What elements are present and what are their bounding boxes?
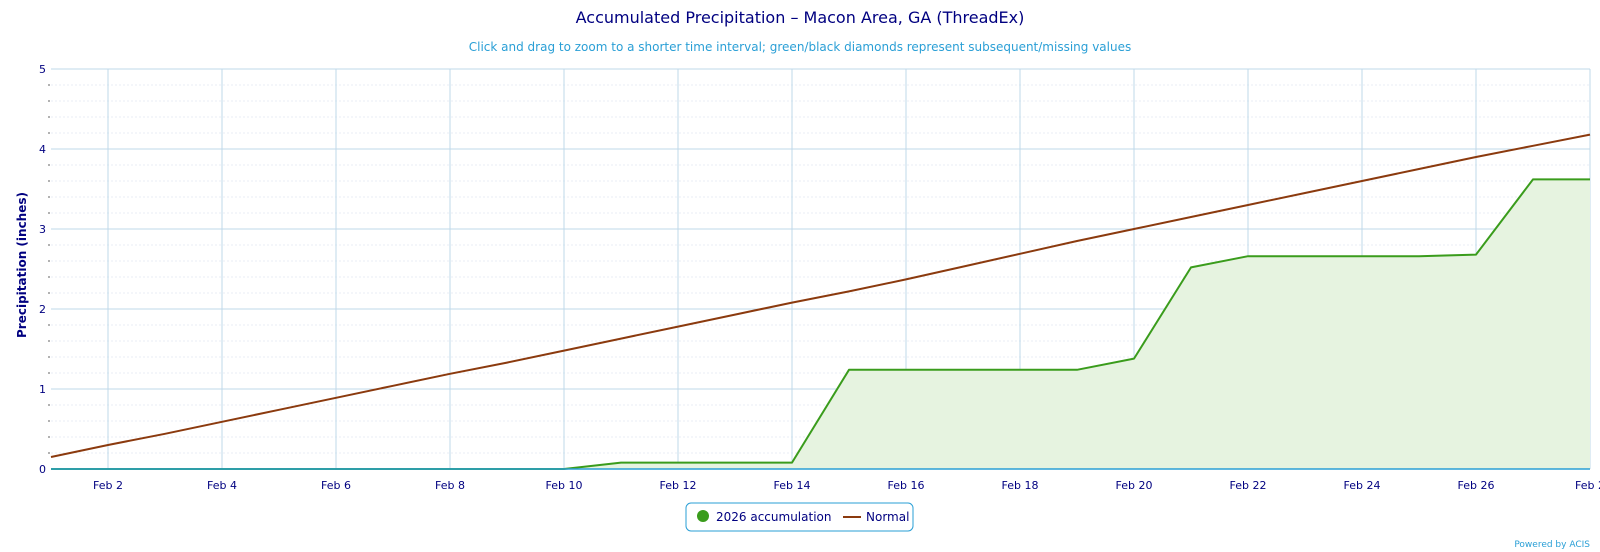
normal-line xyxy=(50,133,1591,458)
y-tick-label: 1 xyxy=(39,383,46,396)
y-tick-label: 4 xyxy=(39,143,46,156)
legend[interactable]: 2026 accumulation Normal xyxy=(685,502,914,532)
x-tick-label: Feb 2 xyxy=(1575,479,1600,492)
chart-title: Accumulated Precipitation – Macon Area, … xyxy=(576,8,1025,27)
x-tick-label: Feb 10 xyxy=(546,479,583,492)
x-tick-label: Feb 26 xyxy=(1458,479,1495,492)
x-tick-label: Feb 16 xyxy=(888,479,925,492)
y-axis-label: Precipitation (inches) xyxy=(15,192,29,338)
x-tick-label: Feb 22 xyxy=(1230,479,1267,492)
y-tick-label: 2 xyxy=(39,303,46,316)
area-layer xyxy=(51,179,1590,469)
legend-marker-accumulation xyxy=(697,510,709,522)
x-tick-label: Feb 18 xyxy=(1002,479,1039,492)
x-tick-label: Feb 6 xyxy=(321,479,351,492)
x-tick-label: Feb 24 xyxy=(1344,479,1381,492)
legend-label-accumulation[interactable]: 2026 accumulation xyxy=(716,510,831,524)
x-tick-label: Feb 8 xyxy=(435,479,465,492)
chart-subtitle: Click and drag to zoom to a shorter time… xyxy=(469,40,1131,54)
x-tick-label: Feb 4 xyxy=(207,479,237,492)
x-tick-label: Feb 2 xyxy=(93,479,123,492)
axes: 0 1 2 3 4 5 Feb 2 Feb 4 Feb 6 Feb 8 Feb 10 Feb 12 Fe… xyxy=(39,63,1600,492)
accumulation-area xyxy=(51,179,1590,469)
legend-label-normal[interactable]: Normal xyxy=(866,510,909,524)
credit-link[interactable]: Powered by ACIS xyxy=(1514,540,1590,550)
x-tick-label: Feb 20 xyxy=(1116,479,1153,492)
y-tick-label: 0 xyxy=(39,463,46,476)
x-tick-label: Feb 14 xyxy=(774,479,811,492)
x-tick-label: Feb 12 xyxy=(660,479,697,492)
y-tick-label: 5 xyxy=(39,63,46,76)
y-tick-label: 3 xyxy=(39,223,46,236)
legend-box xyxy=(685,502,914,532)
